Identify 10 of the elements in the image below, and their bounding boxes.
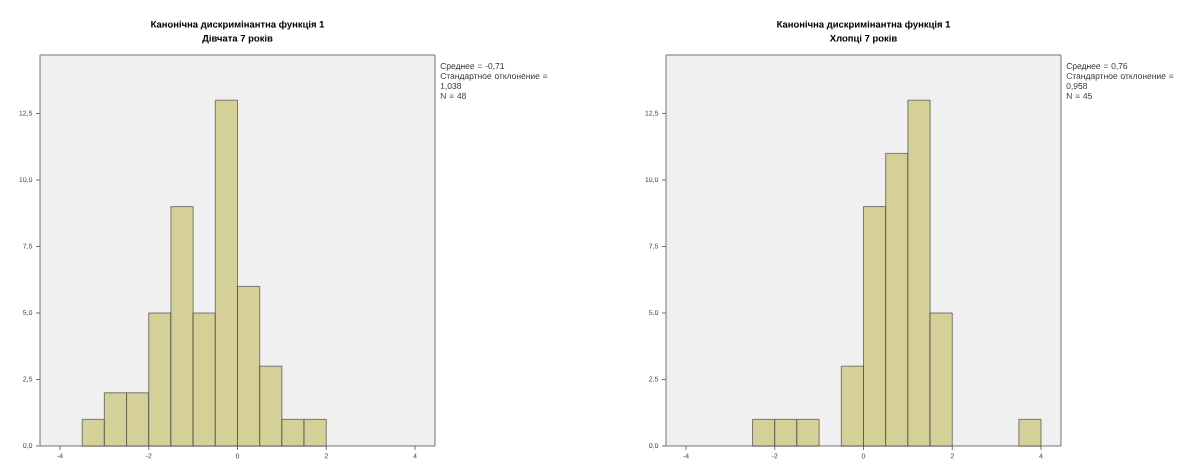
chart-subtitle: Дівчата 7 років xyxy=(202,34,273,44)
text: Среднее = 0,76 xyxy=(1066,63,1128,71)
text: N = 45 xyxy=(1066,92,1092,99)
chart-subtitle: Хлопці 7 років xyxy=(829,34,897,44)
chart-title: Канонічна дискримінантна функція 1 xyxy=(151,20,325,30)
text: Стандартное отклонение = 0,958 xyxy=(1066,72,1174,90)
text: Стандартное отклонение = 1,038 xyxy=(440,72,548,90)
text: Среднее = -0,71 xyxy=(440,63,505,71)
text: N = 48 xyxy=(440,92,466,99)
chart-title: Канонічна дискримінантна функція 1 xyxy=(777,20,951,30)
